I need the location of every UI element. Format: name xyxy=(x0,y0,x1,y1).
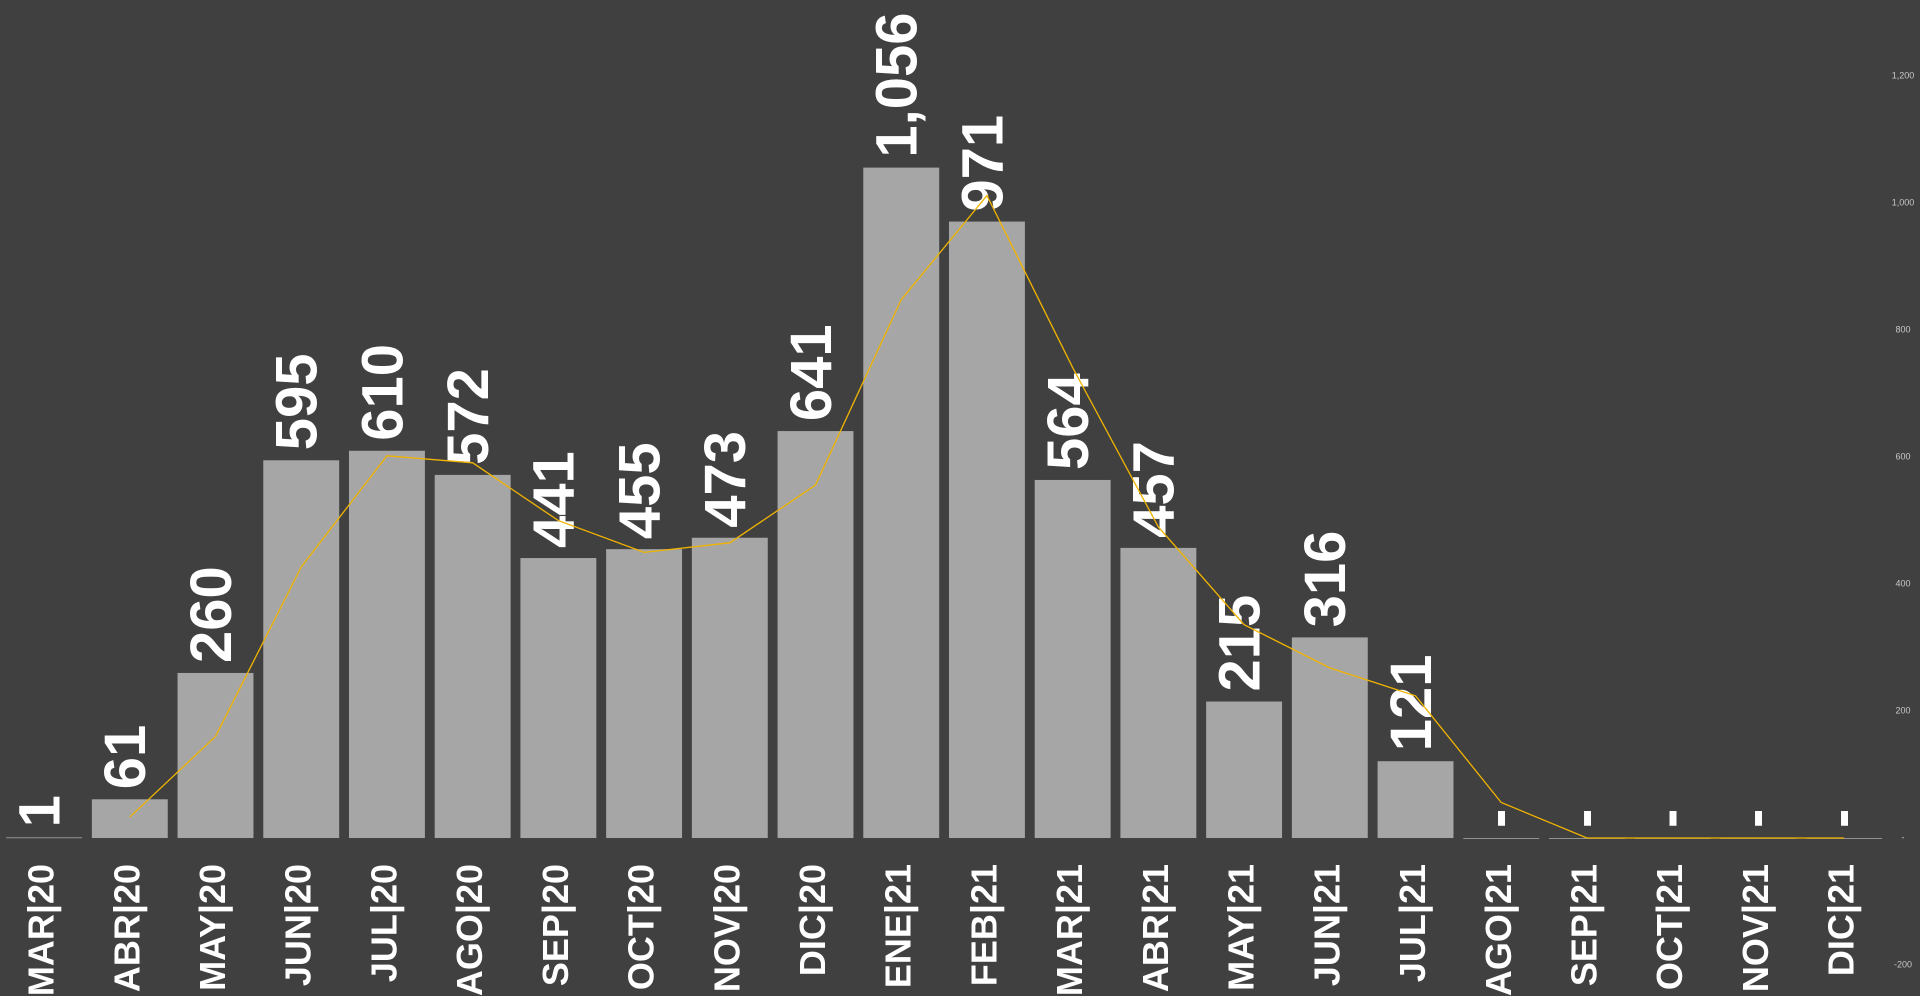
data-label: 641 xyxy=(779,324,844,421)
data-label: 457 xyxy=(1122,441,1187,538)
x-tick-label: AGO|21 xyxy=(1478,864,1520,996)
bar xyxy=(1377,761,1454,839)
x-tick-label: JUN|21 xyxy=(1306,864,1348,986)
data-label: - xyxy=(1807,809,1872,828)
x-tick-label: DIC|20 xyxy=(792,864,834,976)
data-label: 215 xyxy=(1207,595,1272,692)
bar xyxy=(606,549,683,839)
x-tick-label: ABR|20 xyxy=(106,864,148,992)
y-tick-label: 600 xyxy=(1895,451,1910,461)
x-tick-label: NOV|21 xyxy=(1735,864,1777,992)
x-tick-label: JUL|20 xyxy=(363,864,405,982)
x-tick-label: OCT|21 xyxy=(1649,864,1691,990)
y-tick-label: 400 xyxy=(1895,578,1910,588)
bar xyxy=(863,167,940,839)
x-tick-label: ENE|21 xyxy=(878,864,920,988)
bar xyxy=(1463,838,1540,839)
data-label: - xyxy=(1550,809,1615,828)
data-label: 971 xyxy=(950,115,1015,212)
bar xyxy=(1120,547,1197,839)
bar xyxy=(691,537,768,839)
data-label: 260 xyxy=(179,566,244,663)
data-label: 610 xyxy=(350,344,415,441)
data-label: 441 xyxy=(522,451,587,548)
data-label: 316 xyxy=(1293,531,1358,628)
y-tick-label: 1,200 xyxy=(1892,71,1915,81)
x-tick-label: FEB|21 xyxy=(963,864,1005,986)
data-label: 473 xyxy=(693,431,758,528)
line xyxy=(129,194,1845,839)
x-tick-label: OCT|20 xyxy=(621,864,663,990)
x-tick-label: AGO|20 xyxy=(449,864,491,996)
bar xyxy=(948,221,1025,839)
data-label: 572 xyxy=(436,368,501,465)
x-tick-label: NOV|20 xyxy=(706,864,748,992)
data-label: - xyxy=(1722,809,1787,828)
x-tick-label: DIC|21 xyxy=(1821,864,1863,976)
y-tick-label: 1,000 xyxy=(1892,198,1915,208)
bar xyxy=(1291,637,1368,839)
data-label: 1,056 xyxy=(865,12,930,157)
data-label: 1 xyxy=(7,795,72,827)
y-tick-label: 800 xyxy=(1895,325,1910,335)
data-label: 564 xyxy=(1036,373,1101,470)
x-tick-label: MAR|21 xyxy=(1049,864,1091,996)
x-tick-label: MAR|20 xyxy=(21,864,63,996)
x-tick-label: JUN|20 xyxy=(278,864,320,986)
bar xyxy=(520,558,597,839)
y-tick-label: - xyxy=(1902,832,1905,842)
y-tick-label: -200 xyxy=(1894,959,1912,969)
data-label: - xyxy=(1465,809,1530,828)
data-label: 595 xyxy=(265,353,330,450)
x-tick-label: JUL|21 xyxy=(1392,864,1434,982)
bar xyxy=(263,460,340,839)
bar xyxy=(6,837,83,839)
bar xyxy=(1034,479,1111,839)
data-label: 455 xyxy=(607,442,672,539)
bar xyxy=(434,474,511,839)
x-tick-label: MAY|21 xyxy=(1221,864,1263,991)
data-label: 121 xyxy=(1379,654,1444,751)
y-tick-label: 200 xyxy=(1895,705,1910,715)
x-tick-label: SEP|21 xyxy=(1563,864,1605,986)
bar xyxy=(177,672,254,839)
x-tick-label: SEP|20 xyxy=(535,864,577,986)
bar xyxy=(348,450,425,839)
x-tick-label: ABR|21 xyxy=(1135,864,1177,992)
data-label: - xyxy=(1636,809,1701,828)
bar xyxy=(777,431,854,839)
data-label: 61 xyxy=(93,725,158,790)
x-tick-label: MAY|20 xyxy=(192,864,234,991)
bar xyxy=(91,799,168,839)
bar xyxy=(1206,701,1283,839)
